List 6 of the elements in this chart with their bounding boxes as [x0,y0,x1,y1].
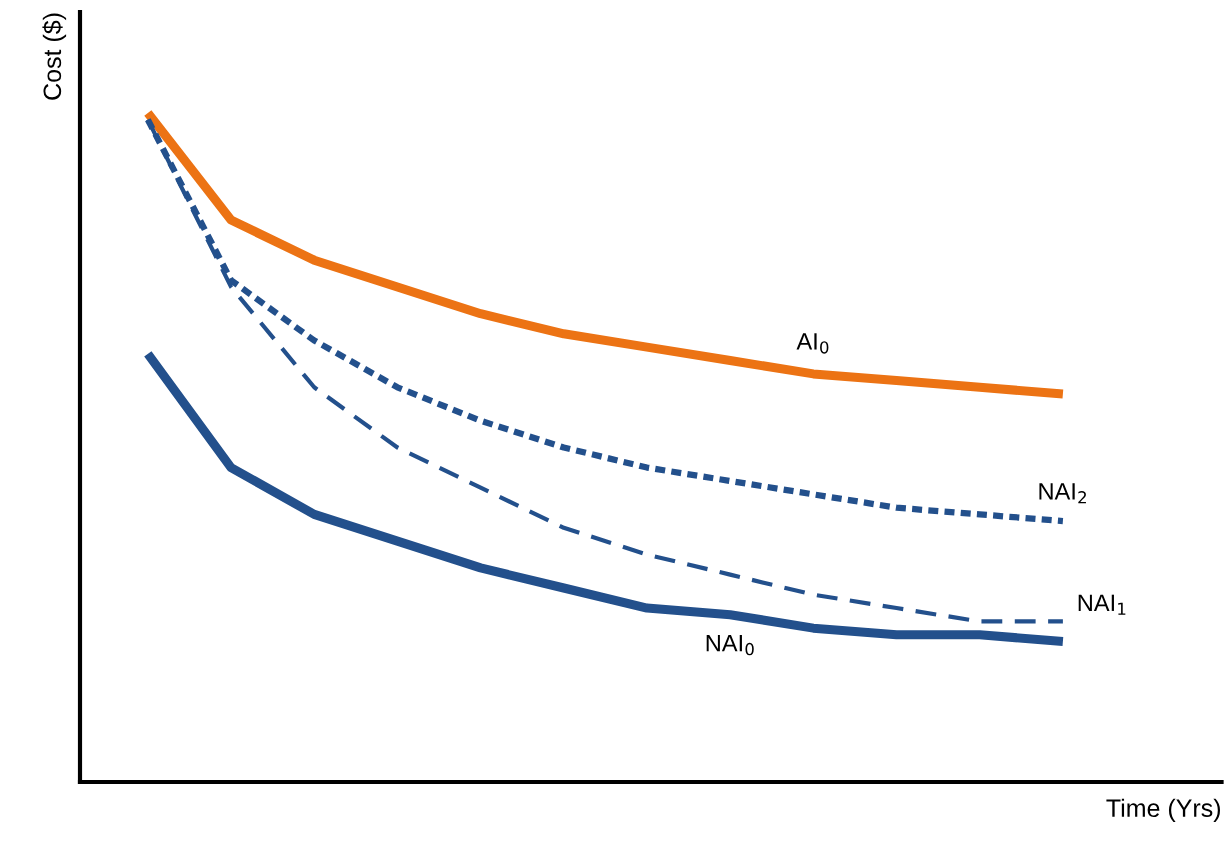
series-label: NAI$_{1}$ [1078,594,1126,615]
series-label: AI$_{0}$ [796,333,829,354]
series-label: NAI$_{0}$ [706,635,754,656]
x-axis-title: Time (Yrs) [1106,798,1221,822]
y-axis-title: Cost ($) [42,13,67,100]
series-label: NAI$_{2}$ [1039,483,1086,504]
